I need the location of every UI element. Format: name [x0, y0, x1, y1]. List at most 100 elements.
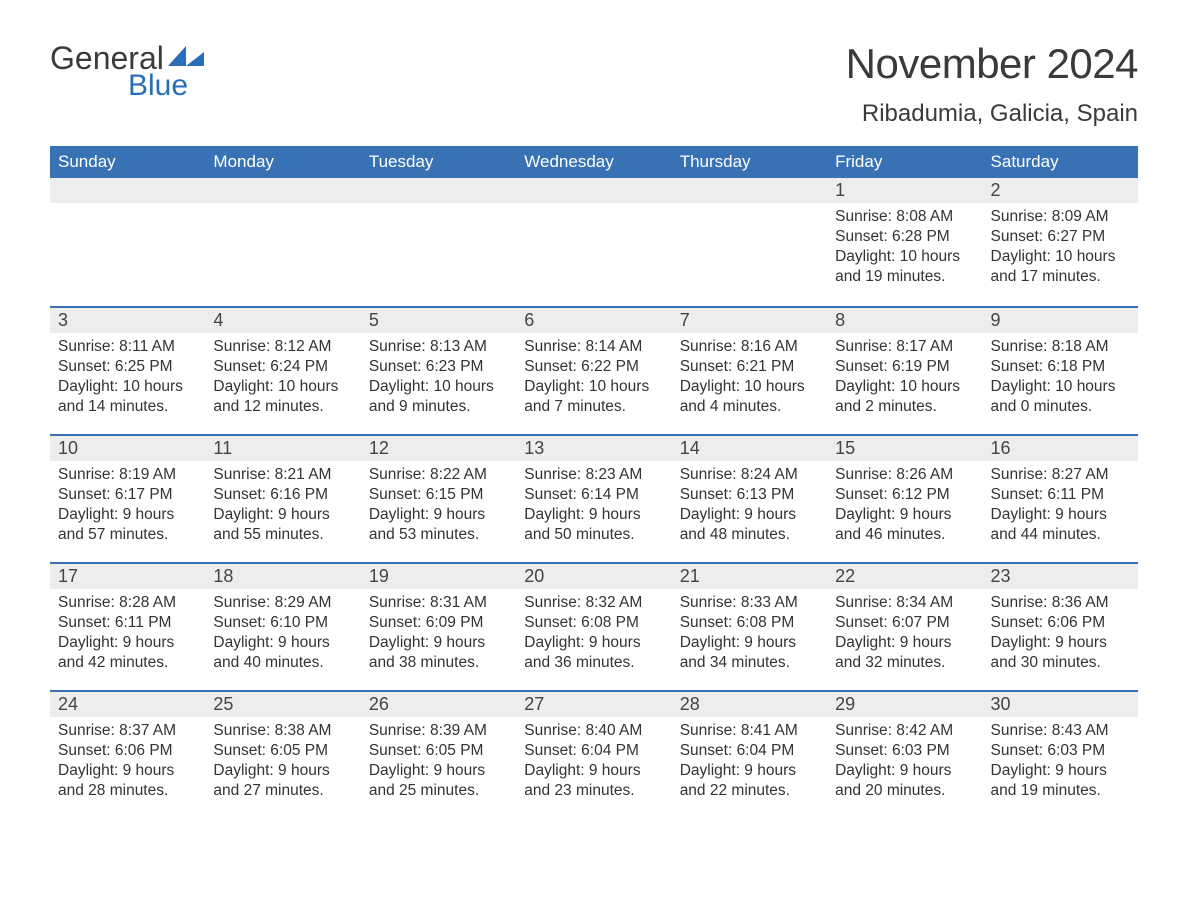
daylight-line1: Daylight: 9 hours	[680, 505, 819, 525]
day-body: Sunrise: 8:31 AMSunset: 6:09 PMDaylight:…	[361, 589, 516, 678]
empty-cell	[50, 178, 205, 306]
sunrise-line: Sunrise: 8:14 AM	[524, 337, 663, 357]
day-body: Sunrise: 8:12 AMSunset: 6:24 PMDaylight:…	[205, 333, 360, 422]
daylight-line1: Daylight: 9 hours	[213, 761, 352, 781]
empty-cell	[361, 178, 516, 306]
daylight-line2: and 27 minutes.	[213, 781, 352, 801]
daylight-line1: Daylight: 9 hours	[369, 633, 508, 653]
sunset-line: Sunset: 6:23 PM	[369, 357, 508, 377]
sunrise-line: Sunrise: 8:28 AM	[58, 593, 197, 613]
sunset-line: Sunset: 6:14 PM	[524, 485, 663, 505]
daylight-line2: and 44 minutes.	[991, 525, 1130, 545]
daylight-line1: Daylight: 9 hours	[213, 505, 352, 525]
daylight-line2: and 19 minutes.	[991, 781, 1130, 801]
sunset-line: Sunset: 6:13 PM	[680, 485, 819, 505]
daylight-line2: and 22 minutes.	[680, 781, 819, 801]
day-cell: 8Sunrise: 8:17 AMSunset: 6:19 PMDaylight…	[827, 306, 982, 434]
sunset-line: Sunset: 6:21 PM	[680, 357, 819, 377]
daylight-line2: and 57 minutes.	[58, 525, 197, 545]
sunset-line: Sunset: 6:03 PM	[835, 741, 974, 761]
sunset-line: Sunset: 6:06 PM	[58, 741, 197, 761]
day-number: 2	[983, 178, 1138, 203]
sunset-line: Sunset: 6:22 PM	[524, 357, 663, 377]
day-cell: 26Sunrise: 8:39 AMSunset: 6:05 PMDayligh…	[361, 690, 516, 818]
sunset-line: Sunset: 6:25 PM	[58, 357, 197, 377]
daylight-line1: Daylight: 9 hours	[524, 505, 663, 525]
day-number: 3	[50, 306, 205, 333]
calendar-row: 10Sunrise: 8:19 AMSunset: 6:17 PMDayligh…	[50, 434, 1138, 562]
sunset-line: Sunset: 6:24 PM	[213, 357, 352, 377]
header: General Blue November 2024 Ribadumia, Ga…	[50, 40, 1138, 128]
daylight-line2: and 42 minutes.	[58, 653, 197, 673]
daylight-line1: Daylight: 9 hours	[991, 633, 1130, 653]
day-number: 10	[50, 434, 205, 461]
daylight-line1: Daylight: 9 hours	[991, 505, 1130, 525]
calendar-row: 3Sunrise: 8:11 AMSunset: 6:25 PMDaylight…	[50, 306, 1138, 434]
daylight-line2: and 36 minutes.	[524, 653, 663, 673]
daylight-line1: Daylight: 9 hours	[58, 761, 197, 781]
daylight-line2: and 9 minutes.	[369, 397, 508, 417]
sunrise-line: Sunrise: 8:12 AM	[213, 337, 352, 357]
daylight-line2: and 19 minutes.	[835, 267, 974, 287]
sunrise-line: Sunrise: 8:22 AM	[369, 465, 508, 485]
day-cell: 23Sunrise: 8:36 AMSunset: 6:06 PMDayligh…	[983, 562, 1138, 690]
daylight-line1: Daylight: 9 hours	[369, 761, 508, 781]
day-number: 22	[827, 562, 982, 589]
day-number: 19	[361, 562, 516, 589]
daylight-line2: and 40 minutes.	[213, 653, 352, 673]
day-number: 5	[361, 306, 516, 333]
sunrise-line: Sunrise: 8:32 AM	[524, 593, 663, 613]
day-body: Sunrise: 8:29 AMSunset: 6:10 PMDaylight:…	[205, 589, 360, 678]
daylight-line2: and 30 minutes.	[991, 653, 1130, 673]
sunset-line: Sunset: 6:17 PM	[58, 485, 197, 505]
day-cell: 4Sunrise: 8:12 AMSunset: 6:24 PMDaylight…	[205, 306, 360, 434]
day-number: 23	[983, 562, 1138, 589]
day-body: Sunrise: 8:36 AMSunset: 6:06 PMDaylight:…	[983, 589, 1138, 678]
day-number: 12	[361, 434, 516, 461]
day-body: Sunrise: 8:17 AMSunset: 6:19 PMDaylight:…	[827, 333, 982, 422]
daylight-line2: and 28 minutes.	[58, 781, 197, 801]
daylight-line1: Daylight: 10 hours	[369, 377, 508, 397]
daylight-line2: and 48 minutes.	[680, 525, 819, 545]
location-label: Ribadumia, Galicia, Spain	[846, 100, 1138, 128]
sunset-line: Sunset: 6:04 PM	[524, 741, 663, 761]
day-body: Sunrise: 8:32 AMSunset: 6:08 PMDaylight:…	[516, 589, 671, 678]
weekday-header: Monday	[205, 146, 360, 178]
weekday-header-row: SundayMondayTuesdayWednesdayThursdayFrid…	[50, 146, 1138, 178]
weekday-header: Friday	[827, 146, 982, 178]
day-body: Sunrise: 8:21 AMSunset: 6:16 PMDaylight:…	[205, 461, 360, 550]
day-body: Sunrise: 8:11 AMSunset: 6:25 PMDaylight:…	[50, 333, 205, 422]
day-number: 25	[205, 690, 360, 717]
day-body: Sunrise: 8:08 AMSunset: 6:28 PMDaylight:…	[827, 203, 982, 292]
daylight-line1: Daylight: 9 hours	[991, 761, 1130, 781]
sunrise-line: Sunrise: 8:43 AM	[991, 721, 1130, 741]
day-number: 9	[983, 306, 1138, 333]
daylight-line1: Daylight: 10 hours	[991, 377, 1130, 397]
daylight-line2: and 7 minutes.	[524, 397, 663, 417]
day-body: Sunrise: 8:14 AMSunset: 6:22 PMDaylight:…	[516, 333, 671, 422]
daylight-line1: Daylight: 10 hours	[835, 247, 974, 267]
day-body: Sunrise: 8:28 AMSunset: 6:11 PMDaylight:…	[50, 589, 205, 678]
day-cell: 10Sunrise: 8:19 AMSunset: 6:17 PMDayligh…	[50, 434, 205, 562]
sunset-line: Sunset: 6:05 PM	[369, 741, 508, 761]
day-cell: 12Sunrise: 8:22 AMSunset: 6:15 PMDayligh…	[361, 434, 516, 562]
sunrise-line: Sunrise: 8:31 AM	[369, 593, 508, 613]
daylight-line2: and 14 minutes.	[58, 397, 197, 417]
day-body: Sunrise: 8:22 AMSunset: 6:15 PMDaylight:…	[361, 461, 516, 550]
sunrise-line: Sunrise: 8:29 AM	[213, 593, 352, 613]
sunrise-line: Sunrise: 8:39 AM	[369, 721, 508, 741]
day-body: Sunrise: 8:27 AMSunset: 6:11 PMDaylight:…	[983, 461, 1138, 550]
sunrise-line: Sunrise: 8:37 AM	[58, 721, 197, 741]
day-body: Sunrise: 8:09 AMSunset: 6:27 PMDaylight:…	[983, 203, 1138, 292]
day-cell: 19Sunrise: 8:31 AMSunset: 6:09 PMDayligh…	[361, 562, 516, 690]
day-body: Sunrise: 8:33 AMSunset: 6:08 PMDaylight:…	[672, 589, 827, 678]
daylight-line1: Daylight: 10 hours	[991, 247, 1130, 267]
daylight-line1: Daylight: 10 hours	[835, 377, 974, 397]
daylight-line2: and 46 minutes.	[835, 525, 974, 545]
daylight-line1: Daylight: 10 hours	[680, 377, 819, 397]
sunrise-line: Sunrise: 8:09 AM	[991, 207, 1130, 227]
daylight-line1: Daylight: 9 hours	[524, 761, 663, 781]
daylight-line2: and 0 minutes.	[991, 397, 1130, 417]
daylight-line1: Daylight: 9 hours	[680, 633, 819, 653]
sunset-line: Sunset: 6:10 PM	[213, 613, 352, 633]
